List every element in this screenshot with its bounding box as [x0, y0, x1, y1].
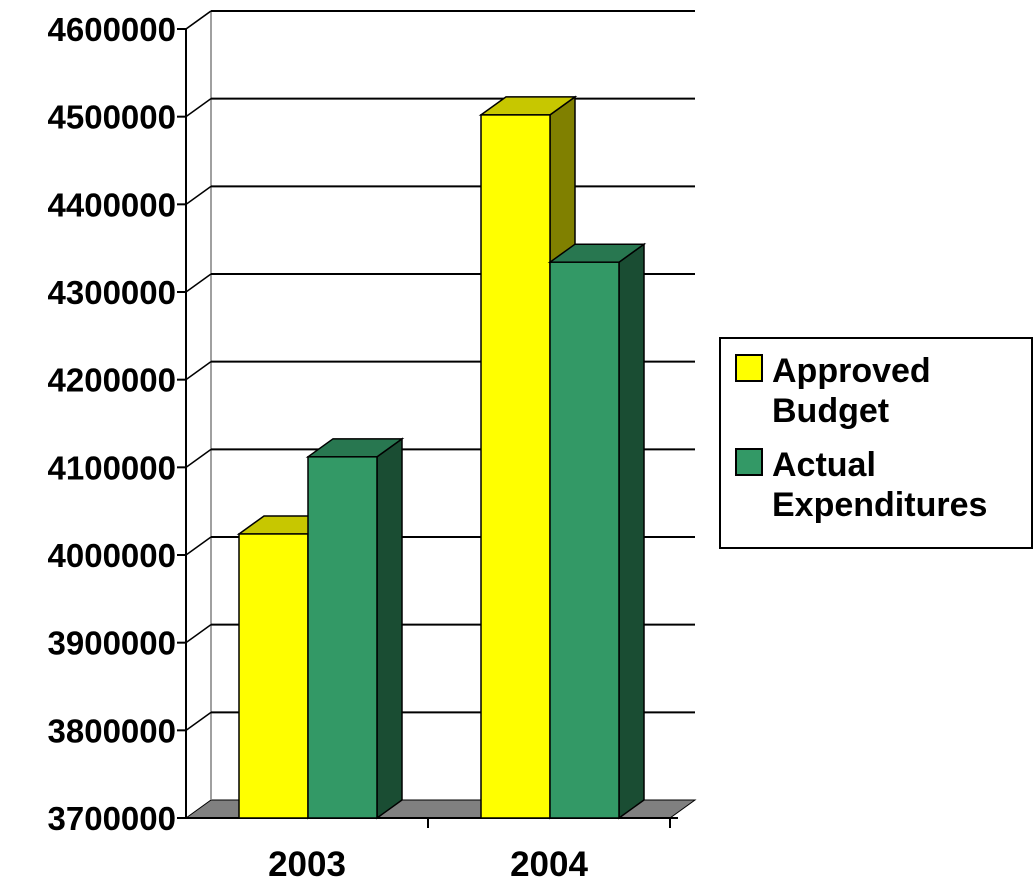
gridline-depth — [185, 98, 212, 118]
legend-label-line: Approved — [772, 352, 931, 390]
legend-swatch — [735, 448, 763, 476]
legend-label: Actual Expenditures — [772, 446, 987, 524]
bar-front — [549, 261, 620, 819]
y-tick-label: 4000000 — [48, 537, 176, 574]
legend-label-line: Actual — [772, 446, 876, 484]
y-tick-labels: 3700000 3800000 3900000 4000000 4100000 42000… — [48, 11, 176, 837]
x-category-label: 2004 — [510, 845, 588, 882]
bar-front — [480, 114, 551, 819]
gridline-depth — [185, 448, 212, 468]
legend-swatch — [735, 354, 763, 382]
gridline-depth — [185, 273, 212, 293]
bar-actual-expenditures-2003 — [305, 437, 405, 820]
legend: Approved Budget Actual Expenditures — [719, 337, 1033, 549]
legend-label: Approved Budget — [772, 352, 931, 430]
x-category-labels: 2003 2004 — [268, 845, 588, 882]
x-category-label: 2003 — [268, 845, 346, 882]
gridline-depth — [185, 536, 212, 556]
gridline-depth — [185, 624, 212, 644]
y-tick-label: 3900000 — [48, 625, 176, 662]
legend-box — [719, 337, 1033, 549]
bar-front — [307, 456, 378, 819]
bar-side — [376, 437, 403, 820]
bar-actual-expenditures-2004 — [547, 242, 647, 820]
legend-label-line: Expenditures — [772, 486, 987, 524]
y-tick-label: 4300000 — [48, 274, 176, 311]
y-tick-label: 3800000 — [48, 712, 176, 749]
gridline-depth — [185, 10, 212, 30]
y-tick-label: 4400000 — [48, 186, 176, 223]
gridline-depth — [185, 711, 212, 731]
bar-front — [238, 533, 309, 819]
bar-side — [618, 242, 645, 820]
gridline-depth — [185, 185, 212, 205]
legend-label-line: Budget — [772, 392, 889, 430]
y-tick-label: 4100000 — [48, 449, 176, 486]
y-tick-label: 4600000 — [48, 11, 176, 48]
y-tick-label: 4200000 — [48, 362, 176, 399]
gridline-depth — [185, 361, 212, 381]
y-tick-label: 4500000 — [48, 99, 176, 136]
bars — [236, 95, 647, 820]
y-tick-label: 3700000 — [48, 800, 176, 837]
